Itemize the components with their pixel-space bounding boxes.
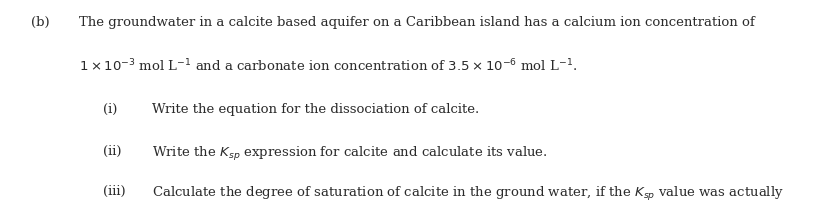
Text: (ii): (ii) (103, 145, 122, 158)
Text: Calculate the degree of saturation of calcite in the ground water, if the $K_{sp: Calculate the degree of saturation of ca… (151, 185, 782, 203)
Text: Write the equation for the dissociation of calcite.: Write the equation for the dissociation … (151, 103, 478, 116)
Text: (b): (b) (31, 16, 50, 29)
Text: Write the $K_{sp}$ expression for calcite and calculate its value.: Write the $K_{sp}$ expression for calcit… (151, 145, 547, 163)
Text: (i): (i) (103, 103, 117, 116)
Text: $1 \times 10^{-3}$ mol L$^{-1}$ and a carbonate ion concentration of $3.5 \times: $1 \times 10^{-3}$ mol L$^{-1}$ and a ca… (79, 58, 576, 74)
Text: (iii): (iii) (103, 185, 126, 198)
Text: The groundwater in a calcite based aquifer on a Caribbean island has a calcium i: The groundwater in a calcite based aquif… (79, 16, 753, 29)
